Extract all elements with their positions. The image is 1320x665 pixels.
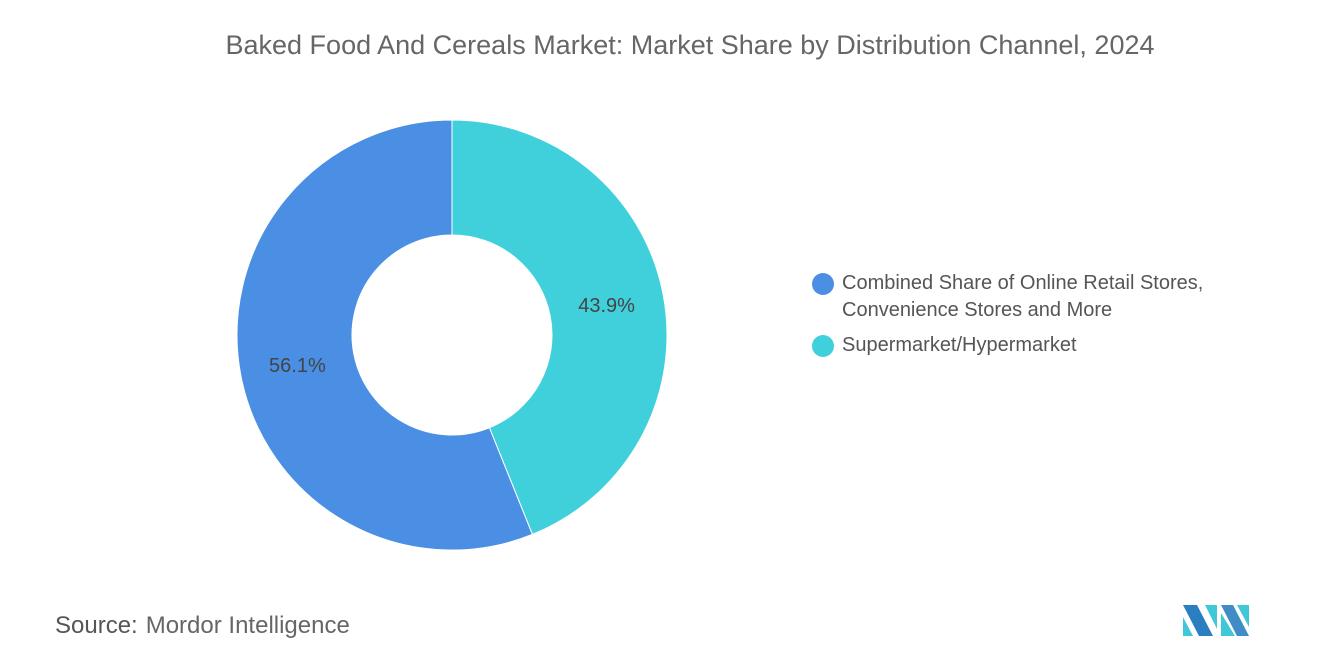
legend-item-combined: Combined Share of Online Retail Stores, C… bbox=[812, 270, 1203, 324]
legend-swatch bbox=[812, 273, 834, 295]
legend-swatch bbox=[812, 335, 834, 357]
mordor-logo-icon bbox=[1183, 605, 1249, 636]
data-label-0: 43.9% bbox=[578, 295, 635, 317]
legend: Combined Share of Online Retail Stores, C… bbox=[812, 270, 1203, 367]
chart-title: Baked Food And Cereals Market: Market Sh… bbox=[225, 30, 1155, 60]
donut-slice-0 bbox=[451, 119, 668, 536]
legend-label: Supermarket/Hypermarket bbox=[842, 334, 1077, 356]
source-note: Source: Mordor Intelligence bbox=[55, 612, 350, 639]
data-label-1: 56.1% bbox=[269, 355, 326, 377]
legend-item-supermarket: Supermarket/Hypermarket bbox=[812, 332, 1203, 359]
legend-label: Combined Share of Online Retail Stores, C… bbox=[842, 272, 1204, 321]
donut-slice-1 bbox=[236, 119, 534, 551]
